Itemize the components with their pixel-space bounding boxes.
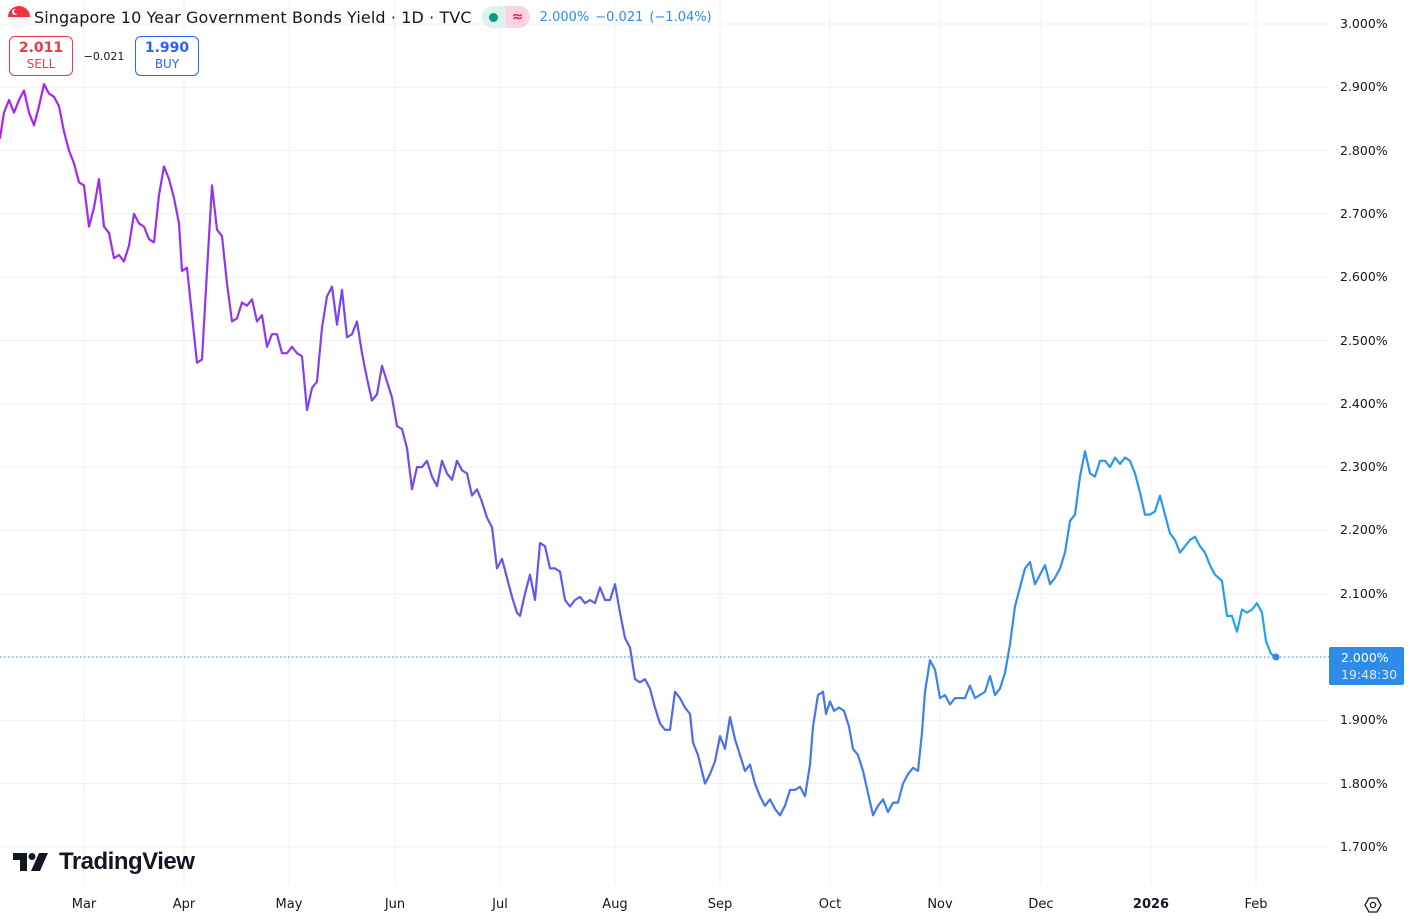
y-tick-label: 2.800%	[1340, 142, 1388, 158]
x-tick-label: May	[275, 897, 303, 912]
x-tick-label: Feb	[1244, 897, 1268, 912]
tradingview-wordmark: TradingView	[59, 848, 195, 875]
x-tick-label: Jun	[384, 897, 406, 912]
quote-values: 2.000% −0.021 (−1.04%)	[540, 10, 718, 25]
delayed-data-icon[interactable]: ≈	[505, 6, 530, 28]
buy-price: 1.990	[144, 40, 190, 56]
x-tick-label: Nov	[927, 897, 953, 912]
change-percent: (−1.04%)	[649, 9, 712, 25]
y-tick-label: 2.500%	[1340, 332, 1388, 348]
singapore-flag-icon	[8, 6, 30, 28]
grid-lines	[0, 0, 1329, 885]
bar-countdown: 19:48:30	[1341, 667, 1398, 682]
buy-button[interactable]: 1.990 BUY	[135, 36, 199, 76]
x-tick-label: Dec	[1028, 897, 1054, 912]
x-tick-label: Mar	[71, 897, 97, 912]
sell-label: SELL	[26, 57, 56, 71]
trade-buttons: 2.011 SELL −0.021 1.990 BUY	[9, 36, 199, 76]
y-tick-label: 2.400%	[1340, 395, 1388, 411]
sell-button[interactable]: 2.011 SELL	[9, 36, 73, 76]
spread-value: −0.021	[83, 49, 125, 63]
y-tick-label: 1.800%	[1340, 775, 1388, 791]
y-tick-label: 2.700%	[1340, 205, 1388, 221]
market-status[interactable]: ≈	[481, 6, 530, 28]
y-tick-label: 2.100%	[1340, 585, 1388, 601]
change-value: −0.021	[595, 9, 644, 25]
x-tick-label: Jul	[492, 897, 508, 912]
y-tick-label: 2.300%	[1340, 459, 1388, 475]
y-tick-label: 2.200%	[1340, 522, 1388, 538]
x-tick-label: Aug	[602, 897, 628, 912]
price-tag-value: 2.000%	[1341, 650, 1389, 665]
buy-label: BUY	[154, 57, 180, 71]
last-price-dot	[1272, 653, 1280, 661]
chart-header: Singapore 10 Year Government Bonds Yield…	[8, 4, 718, 30]
market-open-dot-icon[interactable]	[481, 6, 506, 28]
tradingview-logo[interactable]: TradingView	[13, 848, 195, 876]
x-tick-label: Sep	[707, 897, 733, 912]
sell-price: 2.011	[18, 40, 64, 56]
y-tick-label: 1.700%	[1340, 838, 1388, 854]
y-tick-label: 2.600%	[1340, 269, 1388, 285]
y-tick-label: 1.900%	[1340, 712, 1388, 728]
x-tick-label: 2026	[1132, 897, 1170, 912]
settings-gear-icon[interactable]	[1364, 896, 1382, 914]
tradingview-mark-icon	[13, 853, 48, 871]
y-tick-label: 3.000%	[1340, 16, 1388, 31]
x-tick-label: Apr	[172, 897, 196, 912]
yield-line	[0, 83, 1278, 817]
x-tick-label: Oct	[818, 897, 842, 912]
last-price-tag: 2.000% 19:48:30	[1329, 647, 1404, 685]
last-value: 2.000%	[539, 9, 590, 25]
symbol-title[interactable]: Singapore 10 Year Government Bonds Yield…	[34, 7, 472, 27]
y-tick-label: 2.900%	[1340, 79, 1388, 95]
